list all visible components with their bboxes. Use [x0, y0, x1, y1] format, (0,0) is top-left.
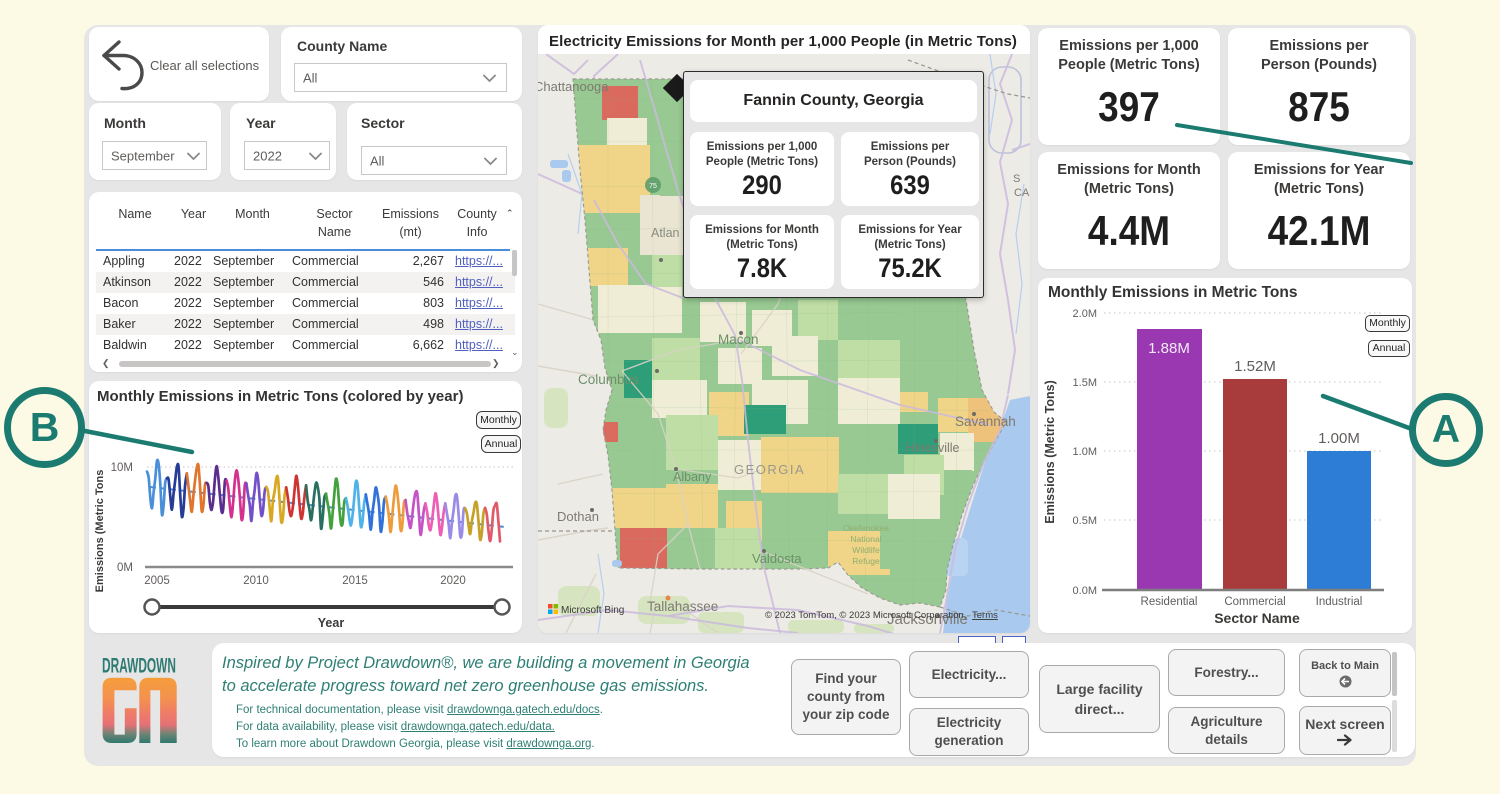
svg-text:Dothan: Dothan — [557, 509, 599, 524]
svg-text:Residential: Residential — [1141, 596, 1198, 608]
svg-text:Sector Name: Sector Name — [1214, 610, 1300, 626]
svg-text:CA: CA — [1014, 187, 1030, 199]
svg-text:Industrial: Industrial — [1316, 596, 1363, 608]
svg-text:S: S — [1013, 173, 1020, 185]
svg-text:Wildlife: Wildlife — [852, 545, 880, 555]
svg-text:1.5M: 1.5M — [1073, 377, 1097, 389]
svg-text:Microsoft Bing: Microsoft Bing — [561, 605, 624, 616]
svg-text:Savannah: Savannah — [955, 414, 1016, 429]
svg-text:Commercial: Commercial — [1224, 596, 1285, 608]
svg-text:1.00M: 1.00M — [1318, 430, 1360, 447]
svg-text:National: National — [850, 534, 881, 544]
svg-text:0.0M: 0.0M — [1073, 585, 1097, 597]
svg-text:0.5M: 0.5M — [1073, 515, 1097, 527]
svg-text:1.88M: 1.88M — [1148, 340, 1190, 357]
svg-text:DRAWDOWN: DRAWDOWN — [102, 655, 176, 678]
svg-text:Hinesville: Hinesville — [906, 441, 960, 455]
svg-text:2005: 2005 — [144, 575, 170, 587]
svg-text:1.52M: 1.52M — [1234, 358, 1276, 375]
svg-text:Columbus: Columbus — [578, 372, 639, 387]
svg-text:Albany: Albany — [673, 470, 712, 484]
svg-text:2015: 2015 — [342, 575, 368, 587]
svg-text:Tallahassee: Tallahassee — [647, 599, 718, 614]
svg-text:2.0M: 2.0M — [1073, 308, 1097, 320]
svg-text:Emissions (Metric Tons): Emissions (Metric Tons) — [1043, 380, 1057, 524]
svg-text:Jacksonville: Jacksonville — [887, 611, 968, 628]
svg-text:0M: 0M — [117, 562, 133, 574]
svg-text:© 2023 TomTom, © 2023 Microsof: © 2023 TomTom, © 2023 Microsoft Corporat… — [765, 610, 966, 621]
svg-text:75: 75 — [649, 183, 657, 190]
svg-text:Okefenokee: Okefenokee — [843, 523, 889, 533]
svg-text:Refuge: Refuge — [852, 556, 880, 566]
svg-text:GEORGIA: GEORGIA — [734, 462, 805, 477]
svg-text:1.0M: 1.0M — [1073, 446, 1097, 458]
svg-text:Macon: Macon — [718, 332, 759, 347]
svg-text:2020: 2020 — [440, 575, 466, 587]
svg-text:Chattanooga: Chattanooga — [538, 79, 609, 94]
svg-text:10M: 10M — [111, 462, 133, 474]
svg-text:Emissions (Metric Tons: Emissions (Metric Tons — [94, 470, 106, 593]
svg-text:Atlan: Atlan — [651, 226, 680, 240]
svg-text:Year: Year — [318, 616, 345, 630]
svg-text:Valdosta: Valdosta — [752, 551, 802, 566]
svg-text:2010: 2010 — [243, 575, 269, 587]
svg-text:Terms: Terms — [972, 610, 998, 621]
